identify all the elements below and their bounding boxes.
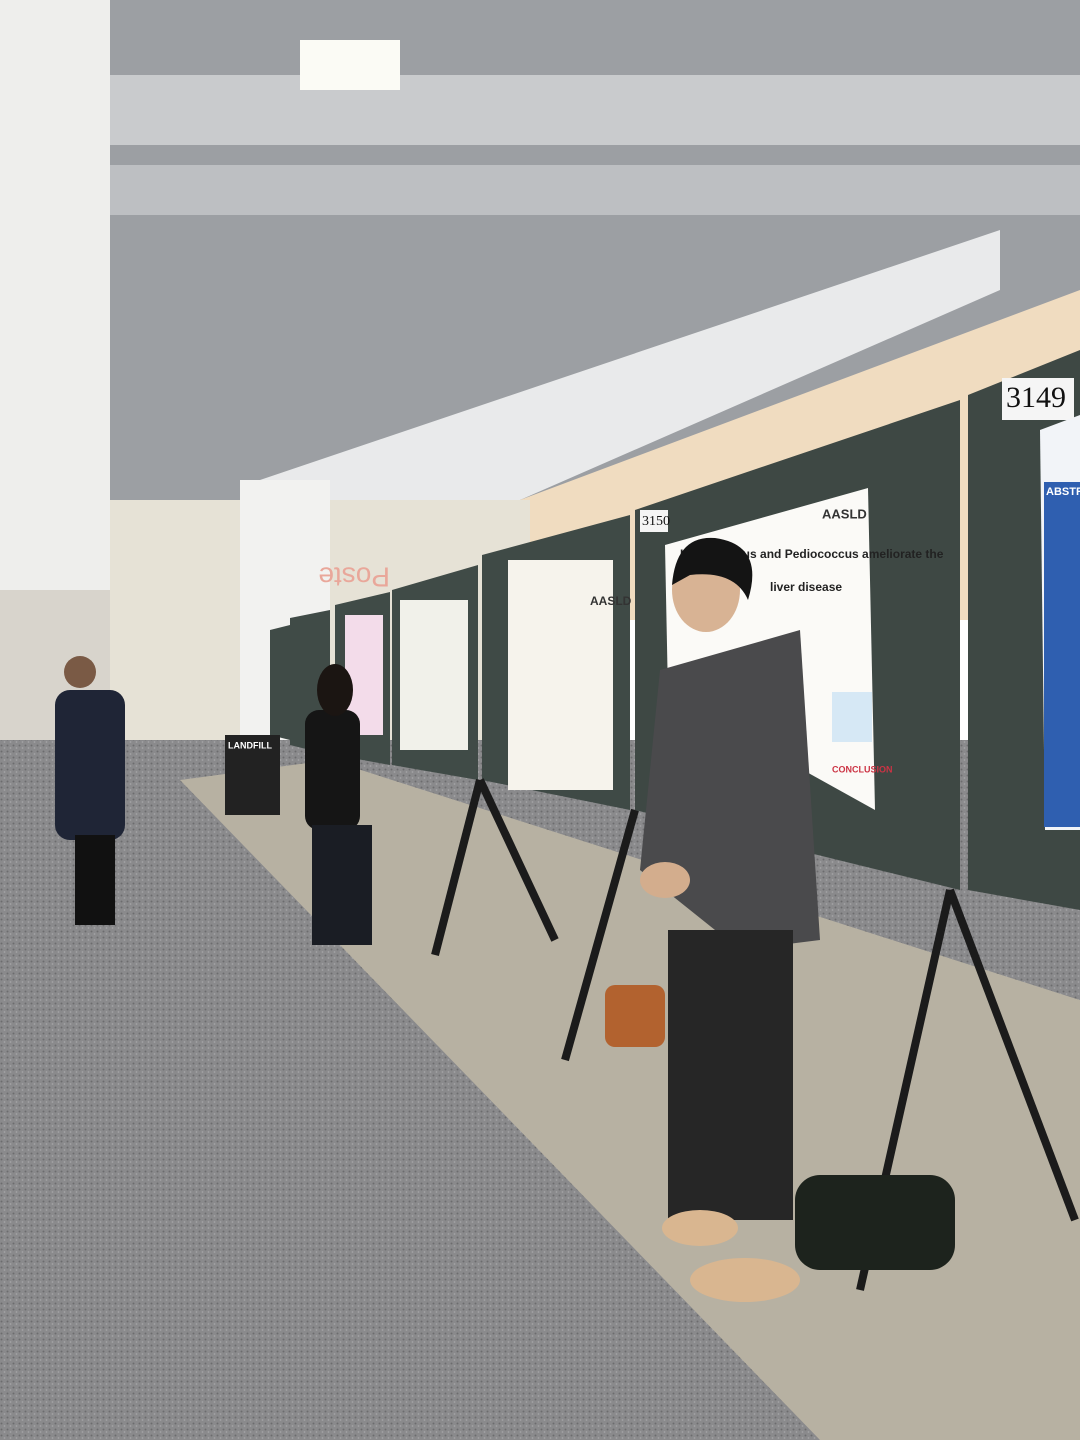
bin-label: LANDFILL bbox=[228, 740, 272, 750]
figure bbox=[832, 692, 872, 742]
hands bbox=[640, 862, 690, 898]
wall-sign: Poste bbox=[318, 562, 390, 593]
number-card bbox=[1002, 378, 1074, 420]
duct bbox=[95, 75, 1080, 145]
shoe bbox=[662, 1210, 738, 1246]
person bbox=[305, 710, 360, 830]
poster bbox=[400, 600, 468, 750]
poster-section: CONCLUSION bbox=[832, 764, 893, 774]
ceiling-panel bbox=[260, 230, 1000, 500]
ceiling-light bbox=[300, 40, 400, 90]
board bbox=[270, 625, 290, 740]
handbag bbox=[605, 985, 665, 1047]
person-head bbox=[64, 656, 96, 688]
duct bbox=[95, 165, 1080, 215]
poster-logo: AASLD bbox=[590, 594, 632, 608]
hair bbox=[672, 537, 753, 600]
poster-logo: AASLD bbox=[822, 506, 867, 521]
board-number: 3149 bbox=[1006, 381, 1066, 414]
backpack bbox=[795, 1175, 955, 1270]
person bbox=[75, 835, 115, 925]
poster-panel bbox=[1044, 482, 1080, 827]
shoe bbox=[690, 1258, 800, 1302]
number-card bbox=[640, 510, 668, 532]
trousers bbox=[668, 930, 793, 1220]
pillar bbox=[0, 0, 110, 600]
person bbox=[312, 825, 372, 945]
poster-section: ABSTRAC bbox=[1046, 486, 1080, 498]
person-hair bbox=[317, 664, 353, 716]
bin bbox=[225, 735, 280, 815]
person bbox=[55, 690, 125, 840]
board-number: 3150 bbox=[642, 514, 670, 529]
poster-subtitle: liver disease bbox=[770, 580, 842, 594]
poster bbox=[508, 560, 613, 790]
